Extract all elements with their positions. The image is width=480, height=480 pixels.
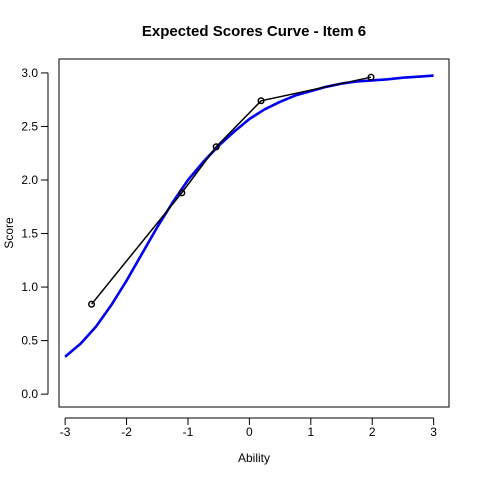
- x-tick-label: -3: [60, 425, 71, 439]
- y-tick-label: 2.0: [21, 173, 38, 187]
- chart-title: Expected Scores Curve - Item 6: [142, 23, 366, 40]
- observed-score-point: [257, 97, 265, 105]
- series-layer: [64, 73, 434, 358]
- observed-score-point: [367, 73, 375, 81]
- x-tick-label: 3: [430, 425, 437, 439]
- observed-score-point: [88, 300, 96, 308]
- x-axis: -3 -2 -1 0 1 2 3: [60, 417, 437, 439]
- observed-score-line: [91, 76, 372, 305]
- expected-score-curve: [64, 74, 434, 358]
- y-tick-label: 1.0: [21, 280, 38, 294]
- x-tick-label: 0: [246, 425, 253, 439]
- x-tick-label: -2: [121, 425, 132, 439]
- x-tick-label: 1: [307, 425, 314, 439]
- y-axis: 0.0 0.5 1.0 1.5 2.0 2.5 3.0: [21, 66, 49, 401]
- y-tick-label: 0.0: [21, 387, 38, 401]
- y-tick-label: 1.5: [21, 227, 38, 241]
- x-tick-label: -1: [183, 425, 194, 439]
- observed-score-point: [178, 189, 186, 197]
- plot-frame: [58, 58, 450, 408]
- y-tick-label: 3.0: [21, 66, 38, 80]
- y-tick-label: 2.5: [21, 119, 38, 133]
- y-axis-label: Score: [2, 217, 16, 249]
- y-tick-label: 0.5: [21, 334, 38, 348]
- observed-score-point: [212, 143, 220, 151]
- x-tick-label: 2: [369, 425, 376, 439]
- x-axis-label: Ability: [238, 451, 270, 465]
